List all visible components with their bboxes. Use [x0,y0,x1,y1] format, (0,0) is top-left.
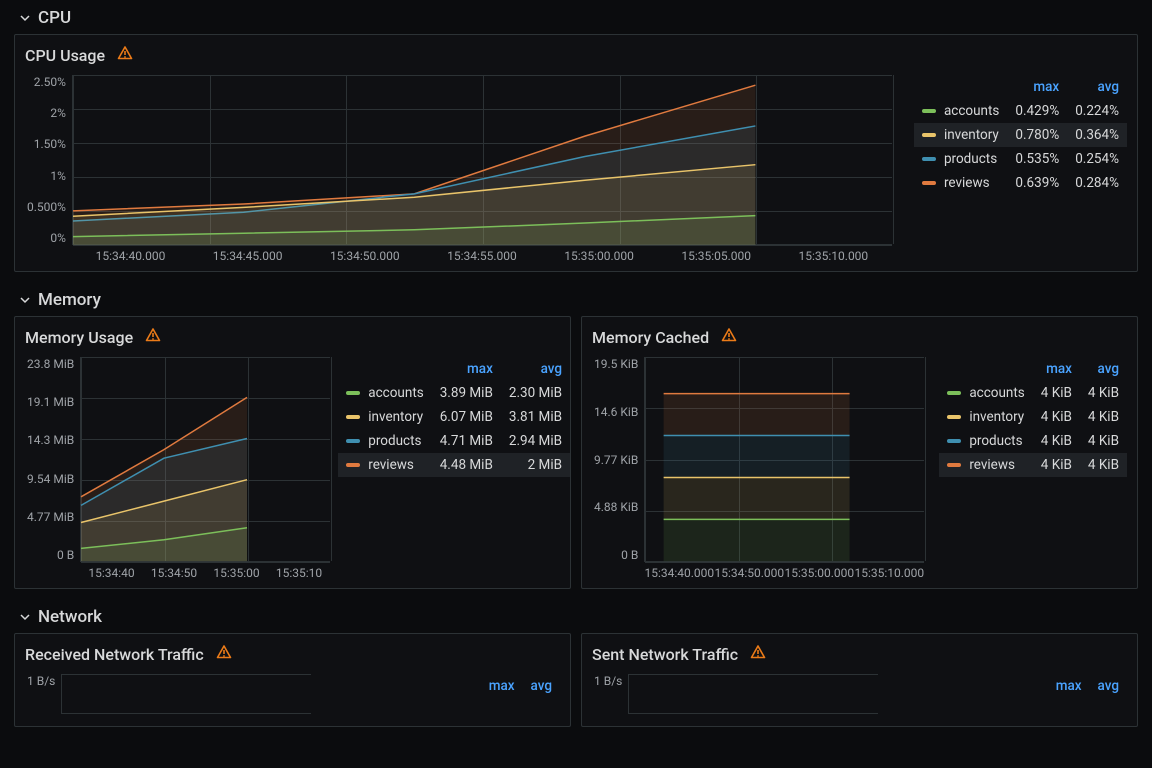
y-tick-label: 1% [50,169,66,183]
y-tick-label: 14.6 KiB [594,405,638,419]
panel-received-traffic: Received Network Traffic 1 B/s xmaxavg [14,633,571,727]
y-tick-label: 2% [50,106,66,120]
warning-icon[interactable] [117,45,133,65]
section-title: Memory [38,290,101,310]
x-tick-label: 15:34:45.000 [189,249,306,263]
legend-header[interactable]: avg [1090,674,1127,698]
chart-received-traffic[interactable]: 1 B/s [27,674,311,718]
legend-cpu-usage: xmaxavgaccounts0.429%0.224%inventory0.78… [914,75,1127,195]
x-tick-label: 15:34:40 [80,566,143,580]
y-tick-label: 4.77 MiB [27,510,74,524]
section-title: CPU [38,8,71,28]
panel-memory-cached: Memory Cached 19.5 KiB 14.6 KiB 9.77 KiB 4.… [581,316,1138,589]
legend-row[interactable]: reviews0.639%0.284% [914,171,1127,195]
y-tick-label: 19.5 KiB [594,357,638,371]
legend-row[interactable]: products0.535%0.254% [914,147,1127,171]
x-tick-label: 15:35:00.000 [784,566,854,580]
panel-cpu-usage: CPU Usage 2.50% 2% 1.50% 1% 0.500% 0% 15:34:40… [14,34,1138,272]
x-tick-label: 15:34:50.000 [306,249,423,263]
legend-header[interactable]: avg [1067,75,1127,99]
panel-title-text: Received Network Traffic [25,645,204,664]
legend-received-traffic: xmaxavg [458,674,560,698]
legend-row[interactable]: inventory6.07 MiB3.81 MiB [338,405,570,429]
chart-memory-usage[interactable]: 23.8 MiB 19.1 MiB 14.3 MiB 9.54 MiB 4.77 MiB… [27,357,330,580]
x-tick-label: 15:35:10.000 [775,249,892,263]
x-tick-label: 15:34:50.000 [714,566,784,580]
legend-row[interactable]: inventory0.780%0.364% [914,123,1127,147]
legend-header[interactable]: avg [501,357,570,381]
y-tick-label: 1 B/s [27,674,55,688]
legend-header[interactable]: max [1007,75,1067,99]
warning-icon[interactable] [216,644,232,664]
legend-memory-usage: xmaxavgaccounts3.89 MiB2.30 MiBinventory… [338,357,570,477]
x-tick-label: 15:34:55.000 [423,249,540,263]
section-header-memory[interactable]: Memory [0,282,1152,316]
section-header-network[interactable]: Network [0,599,1152,633]
panel-title-text: Memory Cached [592,328,709,347]
warning-icon[interactable] [145,327,161,347]
chart-memory-cached[interactable]: 19.5 KiB 14.6 KiB 9.77 KiB 4.88 KiB 0 B 15:34… [594,357,924,580]
y-tick-label: 2.50% [34,75,66,89]
panel-title-text: CPU Usage [25,46,105,65]
x-tick-label: 15:35:10 [268,566,331,580]
y-tick-label: 1.50% [34,137,66,151]
y-tick-label: 19.1 MiB [27,395,74,409]
y-tick-label: 23.8 MiB [27,357,74,371]
section-title: Network [38,607,102,627]
x-tick-label: 15:34:50 [143,566,206,580]
legend-row[interactable]: reviews4.48 MiB2 MiB [338,453,570,477]
x-tick-label: 15:35:00.000 [541,249,658,263]
x-tick-label: 15:35:00 [205,566,268,580]
x-tick-label: 15:34:40.000 [72,249,189,263]
legend-header[interactable]: max [432,357,501,381]
x-tick-label: 15:35:10.000 [854,566,924,580]
panel-memory-usage: Memory Usage 23.8 MiB 19.1 MiB 14.3 MiB 9.5… [14,316,571,589]
y-tick-label: 1 B/s [594,674,622,688]
legend-row[interactable]: reviews4 KiB4 KiB [939,453,1127,477]
panel-title-text: Sent Network Traffic [592,645,738,664]
legend-row[interactable]: products4.71 MiB2.94 MiB [338,429,570,453]
legend-memory-cached: xmaxavgaccounts4 KiB4 KiBinventory4 KiB4… [939,357,1127,477]
legend-row[interactable]: products4 KiB4 KiB [939,429,1127,453]
y-tick-label: 9.77 KiB [594,453,638,467]
legend-header[interactable]: avg [523,674,560,698]
section-header-cpu[interactable]: CPU [0,0,1152,34]
chart-sent-traffic[interactable]: 1 B/s [594,674,878,718]
legend-header[interactable]: avg [1080,357,1127,381]
chart-cpu-usage[interactable]: 2.50%2%1.50%1%0.500%0%15:34:40.00015:34:… [27,75,892,263]
legend-row[interactable]: inventory4 KiB4 KiB [939,405,1127,429]
legend-sent-traffic: xmaxavg [1025,674,1127,698]
legend-header[interactable]: max [1048,674,1090,698]
warning-icon[interactable] [750,644,766,664]
y-tick-label: 4.88 KiB [594,500,638,514]
legend-row[interactable]: accounts4 KiB4 KiB [939,381,1127,405]
panel-sent-traffic: Sent Network Traffic 1 B/s xmaxavg [581,633,1138,727]
warning-icon[interactable] [721,327,737,347]
legend-header[interactable]: max [1033,357,1080,381]
panel-title-text: Memory Usage [25,328,133,347]
chevron-down-icon [20,8,30,28]
y-tick-label: 0% [50,231,66,245]
x-tick-label: 15:34:40.000 [644,566,714,580]
y-tick-label: 0 B [621,548,638,562]
y-tick-label: 14.3 MiB [27,433,74,447]
chevron-down-icon [20,290,30,310]
legend-row[interactable]: accounts0.429%0.224% [914,99,1127,123]
y-tick-label: 0 B [57,548,74,562]
y-tick-label: 0.500% [27,200,66,214]
legend-header[interactable]: max [481,674,523,698]
chevron-down-icon [20,607,30,627]
legend-row[interactable]: accounts3.89 MiB2.30 MiB [338,381,570,405]
x-tick-label: 15:35:05.000 [658,249,775,263]
y-tick-label: 9.54 MiB [27,472,74,486]
